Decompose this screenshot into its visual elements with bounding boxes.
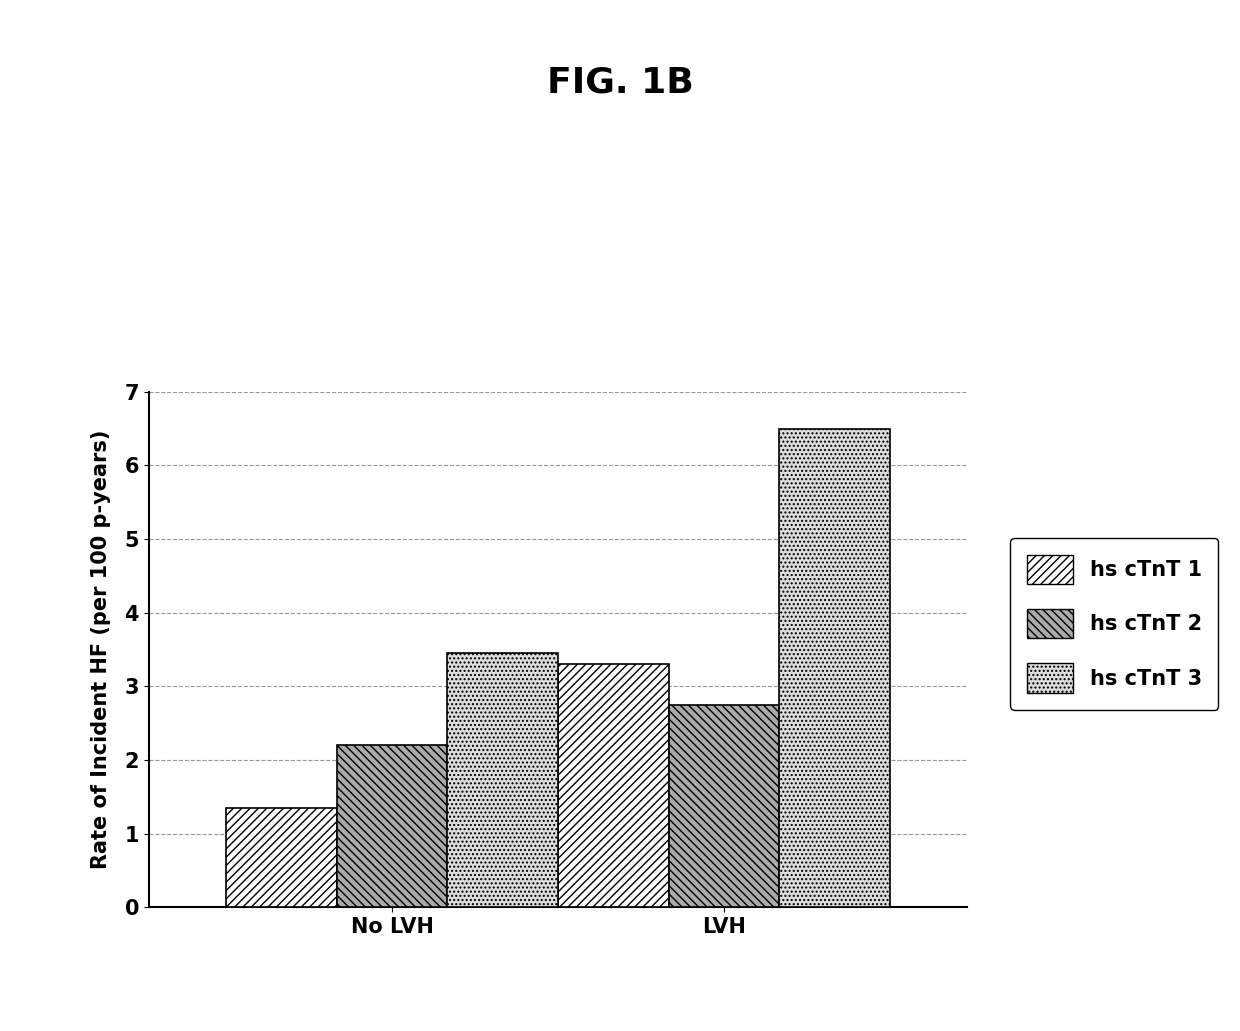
Bar bbox=[779, 429, 890, 907]
Bar bbox=[337, 745, 448, 907]
Bar bbox=[448, 654, 558, 907]
Bar bbox=[226, 808, 337, 907]
Text: FIG. 1B: FIG. 1B bbox=[547, 66, 693, 99]
Bar bbox=[558, 664, 668, 907]
Y-axis label: Rate of Incident HF (per 100 p-years): Rate of Incident HF (per 100 p-years) bbox=[91, 430, 110, 869]
Bar bbox=[668, 705, 779, 907]
Legend: hs cTnT 1, hs cTnT 2, hs cTnT 3: hs cTnT 1, hs cTnT 2, hs cTnT 3 bbox=[1011, 538, 1219, 709]
